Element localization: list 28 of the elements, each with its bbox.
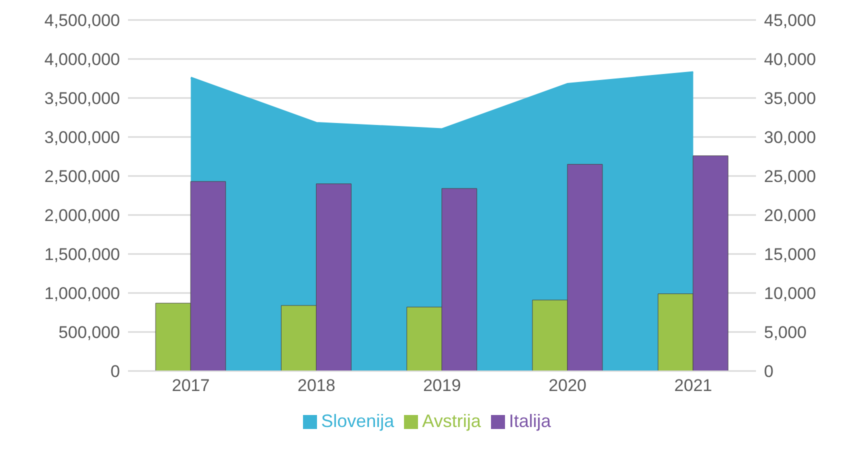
x-tick-label: 2017 bbox=[172, 376, 210, 396]
y-tick-label: 2,500,000 bbox=[44, 167, 120, 186]
y2-tick-label: 25,000 bbox=[764, 167, 816, 186]
x-tick-label: 2021 bbox=[674, 376, 712, 396]
y2-tick-label: 15,000 bbox=[764, 245, 816, 264]
y2-tick-label: 0 bbox=[764, 362, 774, 382]
y2-tick-label: 35,000 bbox=[764, 89, 816, 108]
x-tick-label: 2018 bbox=[297, 376, 336, 396]
x-tick-label: 2020 bbox=[548, 376, 587, 396]
y-tick-label: 0 bbox=[110, 362, 120, 382]
y-tick-label: 3,000,000 bbox=[44, 128, 120, 148]
y-tick-label: 4,500,000 bbox=[44, 11, 120, 30]
y-tick-label: 500,000 bbox=[58, 323, 120, 342]
legend-label: Avstrija bbox=[422, 411, 481, 431]
y-tick-label: 4,000,000 bbox=[44, 50, 120, 70]
y-tick-label: 2,000,000 bbox=[44, 206, 120, 226]
y-tick-label: 1,500,000 bbox=[44, 245, 120, 264]
y2-tick-label: 45,000 bbox=[764, 11, 816, 30]
y-tick-label: 3,500,000 bbox=[44, 89, 120, 108]
y2-tick-label: 20,000 bbox=[764, 206, 816, 226]
y2-tick-label: 10,000 bbox=[764, 284, 816, 304]
legend-label: Italija bbox=[508, 411, 551, 431]
y-tick-label: 1,000,000 bbox=[44, 284, 120, 304]
y2-tick-label: 5,000 bbox=[764, 323, 807, 342]
y2-tick-label: 30,000 bbox=[764, 128, 816, 148]
x-tick-label: 2019 bbox=[423, 376, 461, 396]
y2-tick-label: 40,000 bbox=[764, 50, 816, 70]
legend-label: Slovenija bbox=[321, 411, 394, 431]
